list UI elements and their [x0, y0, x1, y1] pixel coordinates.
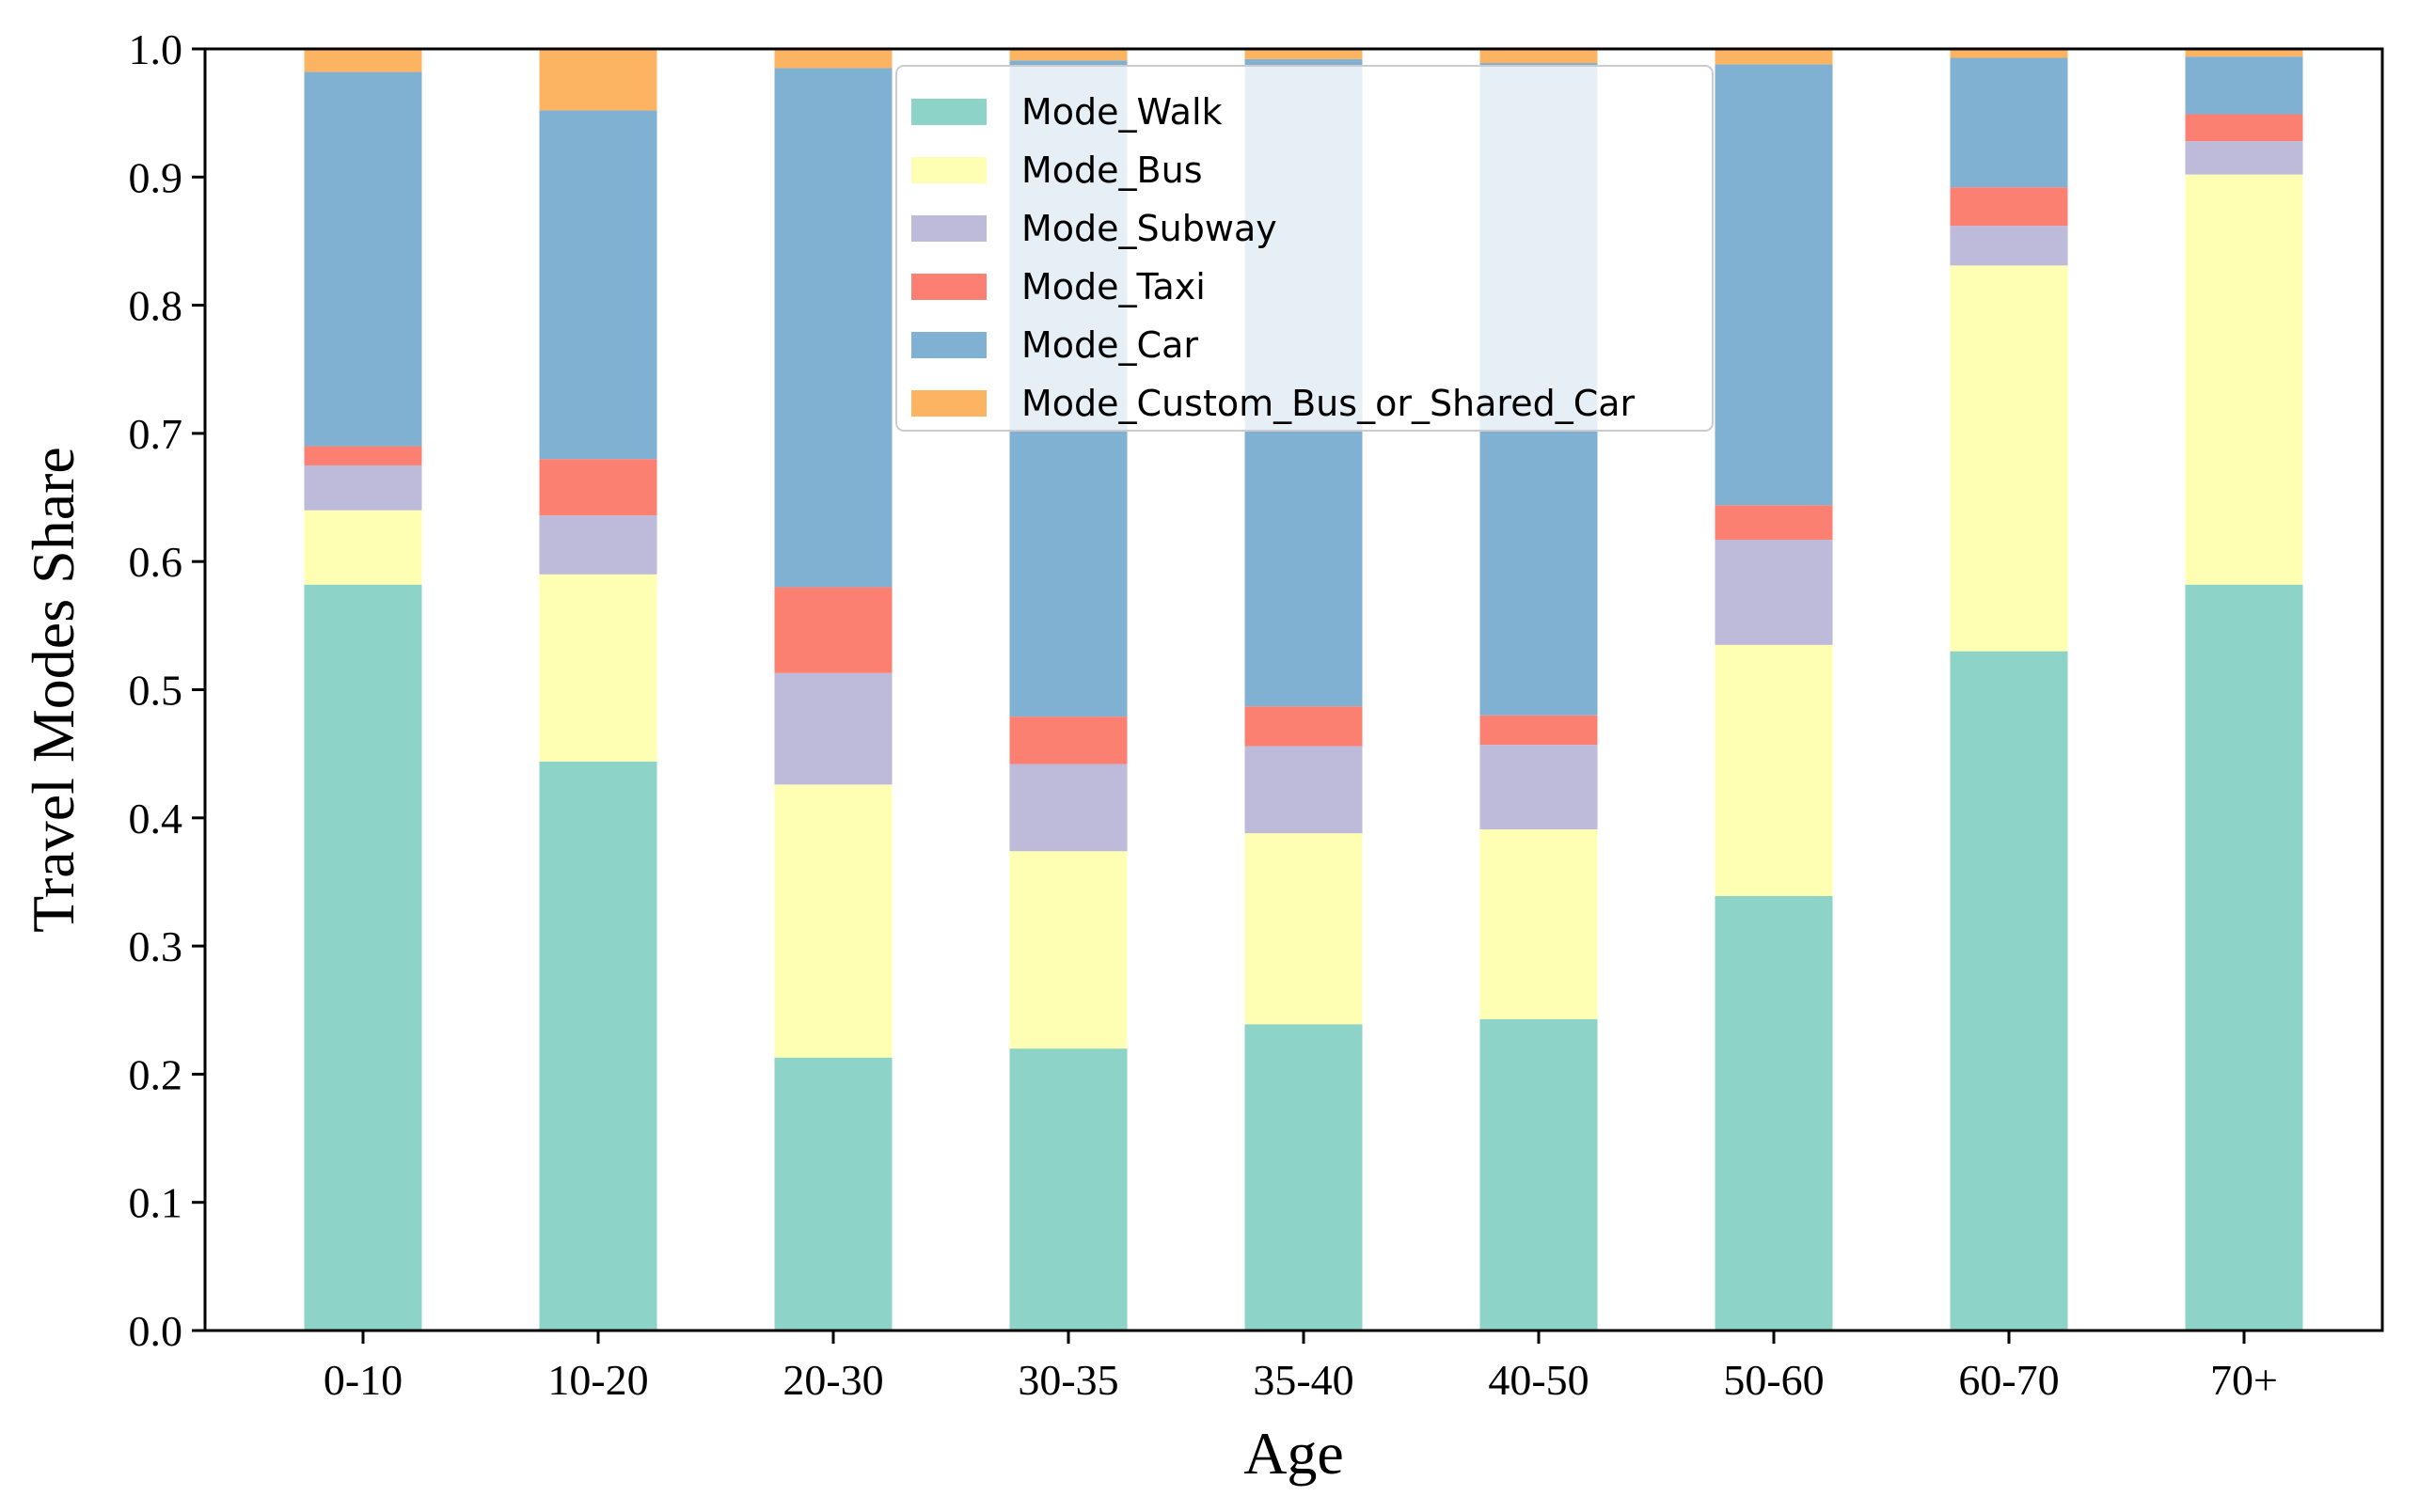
bar-mode-bus-60-70 [1950, 265, 2068, 652]
bar-mode-custom-bus-or-shared-car-40-50 [1479, 49, 1598, 63]
legend-swatch-mode-bus [911, 157, 987, 183]
bar-mode-taxi-0-10 [304, 446, 422, 465]
bar-mode-subway-40-50 [1479, 745, 1598, 830]
legend-swatch-mode-subway [911, 215, 987, 242]
bar-mode-subway-35-40 [1244, 746, 1363, 834]
y-tick-label: 0.7 [129, 410, 183, 458]
x-tick-label: 30-35 [1018, 1356, 1118, 1404]
legend-label-mode-taxi: Mode_Taxi [1021, 266, 1206, 307]
bar-mode-taxi-40-50 [1479, 715, 1598, 746]
bar-mode-bus-0-10 [304, 510, 422, 585]
bar-mode-taxi-20-30 [774, 587, 893, 673]
x-axis-title: Age [1243, 1420, 1344, 1487]
legend-label-mode-car: Mode_Car [1021, 324, 1198, 366]
bar-mode-car-0-10 [304, 71, 422, 447]
y-axis: 0.0 0.1 0.2 0.3 0.4 0.5 0.6 0.7 0.8 0.9 1.0 [129, 25, 205, 1355]
x-tick-label: 70+ [2210, 1356, 2278, 1404]
x-tick-label: 0-10 [324, 1356, 403, 1404]
bar-mode-subway-10-20 [539, 515, 657, 575]
bar-mode-subway-60-70 [1950, 226, 2068, 266]
bar-mode-bus-70+ [2185, 174, 2303, 585]
bar-mode-taxi-35-40 [1244, 706, 1363, 747]
legend-box [895, 65, 1714, 432]
legend: Mode_Walk Mode_Bus Mode_Subway Mode_Taxi Mod… [895, 65, 1714, 432]
bar-mode-bus-30-35 [1009, 851, 1128, 1049]
bar-mode-custom-bus-or-shared-car-35-40 [1244, 49, 1363, 59]
legend-label-mode-bus: Mode_Bus [1021, 150, 1203, 191]
legend-label-mode-custom-bus-or-shared-car: Mode_Custom_Bus_or_Shared_Car [1021, 383, 1636, 424]
x-tick-label: 35-40 [1253, 1356, 1353, 1404]
legend-swatch-mode-taxi [911, 274, 987, 300]
bar-mode-subway-70+ [2185, 141, 2303, 175]
bar-mode-taxi-30-35 [1009, 717, 1128, 764]
legend-label-mode-subway: Mode_Subway [1021, 208, 1277, 249]
bar-mode-walk-20-30 [774, 1057, 893, 1331]
bar-mode-walk-30-35 [1009, 1048, 1128, 1331]
bar-mode-bus-40-50 [1479, 829, 1598, 1019]
bar-mode-walk-60-70 [1950, 651, 2068, 1331]
bar-mode-walk-35-40 [1244, 1024, 1363, 1331]
bar-mode-taxi-50-60 [1715, 505, 1833, 541]
legend-label-mode-walk: Mode_Walk [1021, 91, 1223, 133]
bar-mode-car-60-70 [1950, 57, 2068, 188]
x-tick-label: 60-70 [1958, 1356, 2059, 1404]
bar-mode-custom-bus-or-shared-car-30-35 [1009, 49, 1128, 61]
bar-mode-walk-70+ [2185, 584, 2303, 1331]
bar-mode-bus-20-30 [774, 784, 893, 1058]
bar-mode-bus-10-20 [539, 574, 657, 762]
y-tick-label: 0.0 [129, 1307, 183, 1355]
bar-mode-walk-0-10 [304, 584, 422, 1331]
legend-swatch-mode-custom-bus-or-shared-car [911, 390, 987, 417]
y-tick-label: 0.8 [129, 282, 183, 330]
bar-mode-custom-bus-or-shared-car-20-30 [774, 49, 893, 69]
y-tick-label: 1.0 [129, 25, 183, 73]
bar-mode-walk-10-20 [539, 761, 657, 1331]
bar-mode-taxi-60-70 [1950, 187, 2068, 227]
bar-mode-car-20-30 [774, 68, 893, 588]
bar-mode-custom-bus-or-shared-car-60-70 [1950, 49, 2068, 58]
bar-mode-bus-50-60 [1715, 644, 1833, 896]
x-tick-label: 20-30 [783, 1356, 883, 1404]
bar-mode-custom-bus-or-shared-car-0-10 [304, 49, 422, 72]
bar-mode-subway-50-60 [1715, 540, 1833, 645]
bar-mode-subway-0-10 [304, 465, 422, 511]
legend-swatch-mode-walk [911, 99, 987, 125]
x-axis: 0-10 10-20 20-30 30-35 35-40 40-50 50-60 60-70 7… [324, 1331, 2278, 1404]
bar-mode-custom-bus-or-shared-car-10-20 [539, 49, 657, 111]
y-axis-title: Travel Modes Share [20, 447, 87, 933]
bar-mode-car-10-20 [539, 110, 657, 460]
bar-mode-custom-bus-or-shared-car-70+ [2185, 49, 2303, 57]
x-tick-label: 10-20 [547, 1356, 648, 1404]
bar-mode-custom-bus-or-shared-car-50-60 [1715, 49, 1833, 65]
y-tick-label: 0.5 [129, 667, 183, 715]
y-tick-label: 0.1 [129, 1179, 183, 1227]
x-tick-label: 40-50 [1488, 1356, 1589, 1404]
legend-swatch-mode-car [911, 332, 987, 358]
bars-layer [304, 49, 2303, 1331]
bar-mode-bus-35-40 [1244, 833, 1363, 1025]
x-tick-label: 50-60 [1723, 1356, 1824, 1404]
bar-mode-subway-30-35 [1009, 764, 1128, 852]
bar-mode-car-70+ [2185, 56, 2303, 115]
y-tick-label: 0.4 [129, 795, 183, 843]
y-tick-label: 0.2 [129, 1050, 183, 1098]
bar-mode-car-50-60 [1715, 64, 1833, 506]
y-tick-label: 0.3 [129, 922, 183, 970]
bar-mode-subway-20-30 [774, 672, 893, 785]
y-tick-label: 0.6 [129, 538, 183, 586]
bar-mode-walk-40-50 [1479, 1018, 1598, 1331]
bar-mode-taxi-70+ [2185, 114, 2303, 142]
bar-mode-walk-50-60 [1715, 895, 1833, 1331]
y-tick-label: 0.9 [129, 153, 183, 201]
bar-mode-taxi-10-20 [539, 459, 657, 516]
